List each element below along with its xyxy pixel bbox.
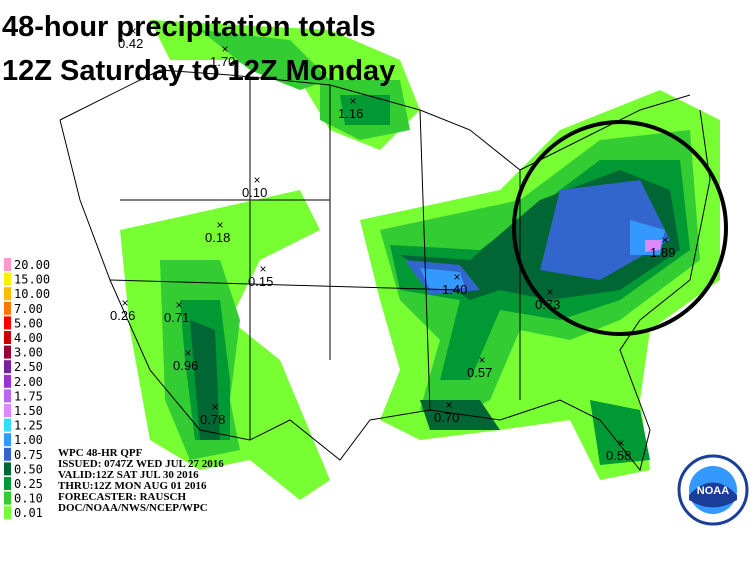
legend-swatch [4, 345, 11, 359]
legend-label: 4.00 [14, 331, 43, 345]
legend-swatch [4, 301, 11, 315]
legend-swatch [4, 287, 11, 301]
legend-swatch [4, 389, 11, 403]
point-label: 1.40 [442, 282, 467, 297]
point-label: 0.58 [606, 448, 631, 463]
point-marker: × [175, 298, 182, 312]
legend-swatch [4, 316, 11, 330]
point-label: 0.96 [173, 358, 198, 373]
point-label: 1.70 [210, 54, 235, 69]
point-label: 0.78 [200, 412, 225, 427]
point-label: 0.15 [248, 274, 273, 289]
info-line: VALID:12Z SAT JUL 30 2016 [58, 469, 199, 481]
point-label: 0.18 [205, 230, 230, 245]
legend-label: 0.75 [14, 448, 43, 462]
point-label: 0.26 [110, 308, 135, 323]
point-marker: × [253, 173, 260, 187]
legend-swatch [4, 477, 11, 490]
point-label: 0.10 [242, 185, 267, 200]
point-marker: × [349, 94, 356, 108]
legend-swatch [4, 506, 11, 520]
point-marker: × [445, 398, 452, 412]
point-label: 0.73 [535, 297, 560, 312]
point-marker: × [129, 24, 136, 38]
point-label: 0.42 [118, 36, 143, 51]
legend-swatch [4, 418, 11, 432]
legend-swatch [4, 374, 11, 388]
precip-areas [120, 20, 720, 500]
info-line: WPC 48-HR QPF [58, 447, 143, 459]
point-marker: × [661, 233, 668, 247]
point-marker: × [221, 42, 228, 56]
point-marker: × [211, 400, 218, 414]
legend-label: 0.50 [14, 462, 43, 476]
legend-swatch [4, 491, 11, 505]
point-label: 1.89 [650, 245, 675, 260]
info-block: WPC 48-HR QPF ISSUED: 0747Z WED JUL 27 2… [58, 447, 224, 514]
legend-label: 0.25 [14, 477, 43, 491]
legend-swatch [4, 447, 11, 461]
point-labels: 0.42 1.70 1.16 0.10 0.18 0.15 0.26 0.71 … [110, 24, 675, 463]
legend-swatch [4, 272, 11, 286]
point-marker: × [617, 436, 624, 450]
legend-swatch [4, 433, 11, 447]
legend-swatch [4, 331, 11, 344]
legend-label: 0.10 [14, 492, 43, 506]
noaa-logo: NOAA [677, 454, 749, 526]
info-line: DOC/NOAA/NWS/NCEP/WPC [58, 502, 208, 514]
legend-label: 7.00 [14, 302, 43, 316]
point-marker: × [121, 296, 128, 310]
boundaries [59, 69, 711, 472]
point-marker: × [259, 262, 266, 276]
point-marker: × [453, 270, 460, 284]
info-line: THRU:12Z MON AUG 01 2016 [58, 480, 207, 492]
legend-label: 1.00 [14, 433, 43, 447]
info-line: ISSUED: 0747Z WED JUL 27 2016 [58, 458, 224, 470]
legend-label: 3.00 [14, 346, 43, 360]
legend-label: 1.25 [14, 419, 43, 433]
title: 48-hour precipitation totals [2, 11, 376, 43]
point-label: 1.16 [338, 106, 363, 121]
legend-label: 1.75 [14, 389, 43, 403]
legend-swatch [4, 404, 11, 417]
legend-label: 2.50 [14, 360, 43, 374]
point-label: 0.57 [467, 365, 492, 380]
point-label: 0.71 [164, 310, 189, 325]
legend-label: 5.00 [14, 316, 43, 330]
point-marker: × [184, 346, 191, 360]
legend-label: 20.00 [14, 258, 50, 272]
legend-swatch [4, 360, 11, 374]
legend-label: 1.50 [14, 404, 43, 418]
legend-label: 2.00 [14, 375, 43, 389]
logo-text: NOAA [697, 485, 729, 497]
info-line: FORECASTER: RAUSCH [58, 491, 186, 503]
point-marker: × [216, 218, 223, 232]
point-label: 0.70 [434, 410, 459, 425]
legend-swatch [4, 258, 11, 271]
legend-swatch [4, 462, 11, 476]
legend: 20.0015.0010.007.005.004.003.002.502.001… [4, 258, 50, 520]
legend-label: 0.01 [14, 506, 43, 520]
subtitle: 12Z Saturday to 12Z Monday [2, 55, 395, 87]
point-marker: × [546, 285, 553, 299]
legend-label: 10.00 [14, 287, 50, 301]
legend-label: 15.00 [14, 273, 50, 287]
point-marker: × [478, 353, 485, 367]
highlight-circle [512, 120, 728, 336]
